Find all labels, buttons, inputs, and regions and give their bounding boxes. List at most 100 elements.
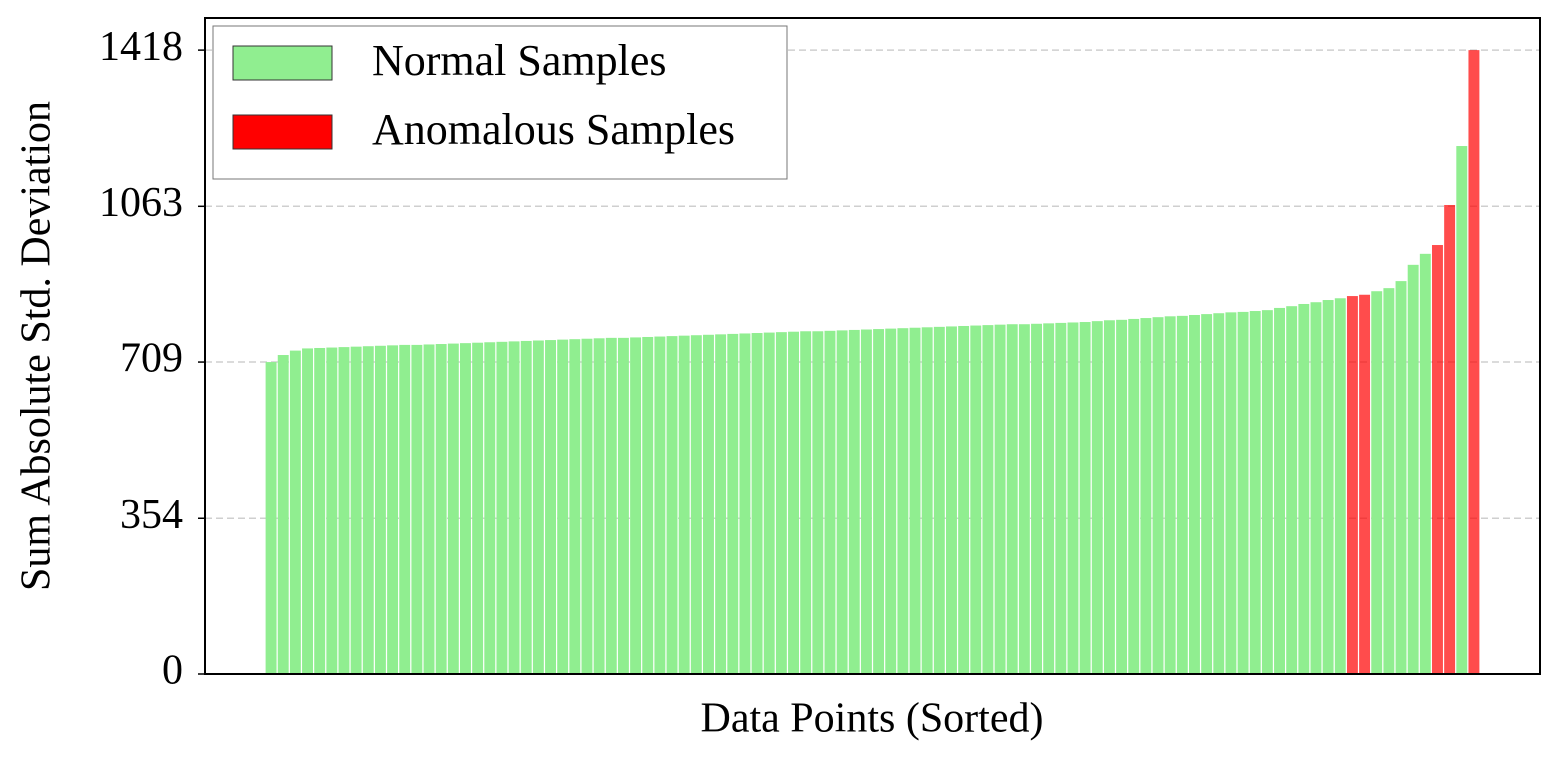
legend: Normal Samples Anomalous Samples	[212, 25, 788, 180]
bar	[1334, 298, 1346, 674]
bar	[302, 348, 313, 674]
bar	[326, 347, 338, 674]
bar	[350, 346, 362, 674]
bar	[727, 333, 739, 674]
bar	[1286, 306, 1298, 674]
bar	[265, 362, 277, 674]
y-tick-label: 1418	[99, 24, 183, 70]
bar	[873, 329, 885, 674]
bar	[1444, 204, 1456, 675]
bar	[532, 340, 544, 674]
bar	[763, 332, 775, 674]
bar	[921, 327, 933, 674]
bar	[1006, 324, 1018, 674]
bar	[472, 342, 484, 674]
bar	[1274, 307, 1285, 674]
bar	[1201, 314, 1213, 674]
bar	[970, 325, 982, 674]
bar	[666, 336, 678, 674]
x-axis-label: Data Points (Sorted)	[701, 696, 1044, 742]
bar	[630, 337, 642, 674]
bar	[933, 326, 945, 674]
bar	[715, 334, 727, 674]
bar	[739, 333, 751, 674]
bar	[1079, 322, 1091, 674]
bar	[848, 329, 860, 674]
bar	[958, 325, 970, 674]
bar	[569, 339, 581, 674]
bar	[387, 345, 399, 674]
bar	[435, 344, 447, 674]
legend-swatch	[232, 114, 333, 150]
bar	[1383, 288, 1395, 674]
bar	[423, 344, 435, 674]
bar	[399, 344, 411, 674]
bar	[982, 325, 994, 674]
bar	[1128, 318, 1140, 674]
bar	[1456, 146, 1468, 674]
legend-label: Anomalous Samples	[372, 105, 735, 154]
bar	[1164, 316, 1176, 674]
bar	[994, 324, 1006, 674]
bar	[338, 347, 350, 674]
bar	[678, 335, 690, 674]
bar	[1152, 317, 1164, 674]
bar	[1407, 264, 1419, 674]
bars	[265, 50, 1480, 675]
bar	[1359, 294, 1371, 674]
bar	[812, 331, 824, 674]
bar	[1091, 321, 1103, 674]
bar	[1261, 310, 1273, 674]
bar	[1103, 320, 1115, 674]
bar	[836, 330, 848, 674]
bar	[1213, 313, 1225, 674]
bar	[1237, 311, 1249, 674]
bar	[654, 336, 666, 674]
bar	[860, 329, 872, 674]
bar	[593, 338, 605, 674]
bar	[1468, 50, 1480, 674]
bar	[703, 334, 714, 674]
bar	[362, 346, 374, 674]
bar	[545, 340, 556, 674]
bar	[1249, 311, 1261, 674]
bar	[1310, 302, 1322, 674]
bar	[824, 330, 836, 674]
bar	[557, 339, 569, 674]
bar	[605, 337, 617, 674]
bar	[581, 338, 593, 674]
legend-swatch	[232, 45, 333, 81]
axes: 0 354 709 1063 1418	[99, 24, 205, 694]
bar	[1225, 312, 1237, 674]
bar	[496, 341, 508, 674]
bar	[1432, 245, 1443, 674]
y-axis-label: Sum Absolute Std. Deviation	[14, 101, 60, 591]
legend-label: Normal Samples	[372, 36, 667, 85]
y-tick-label: 709	[120, 336, 183, 382]
bar	[374, 345, 386, 674]
bar	[800, 331, 812, 674]
bar	[411, 344, 423, 674]
bar	[909, 327, 921, 674]
bar	[617, 337, 629, 674]
bar	[690, 335, 702, 674]
bar	[1298, 303, 1310, 674]
y-tick-label: 0	[162, 648, 183, 694]
bar	[1018, 324, 1030, 674]
plot-frame	[204, 17, 1541, 675]
bar	[1322, 300, 1334, 674]
bar	[1176, 315, 1188, 674]
bar	[1140, 318, 1152, 674]
bar	[1395, 281, 1407, 674]
bar	[775, 332, 787, 674]
bar	[289, 350, 301, 674]
bar	[460, 343, 471, 674]
bar	[1055, 322, 1067, 674]
bar	[1419, 253, 1431, 674]
bar	[1043, 323, 1055, 674]
bar	[897, 328, 909, 674]
bar	[447, 343, 459, 674]
bar	[788, 331, 799, 674]
bar	[1189, 314, 1200, 674]
